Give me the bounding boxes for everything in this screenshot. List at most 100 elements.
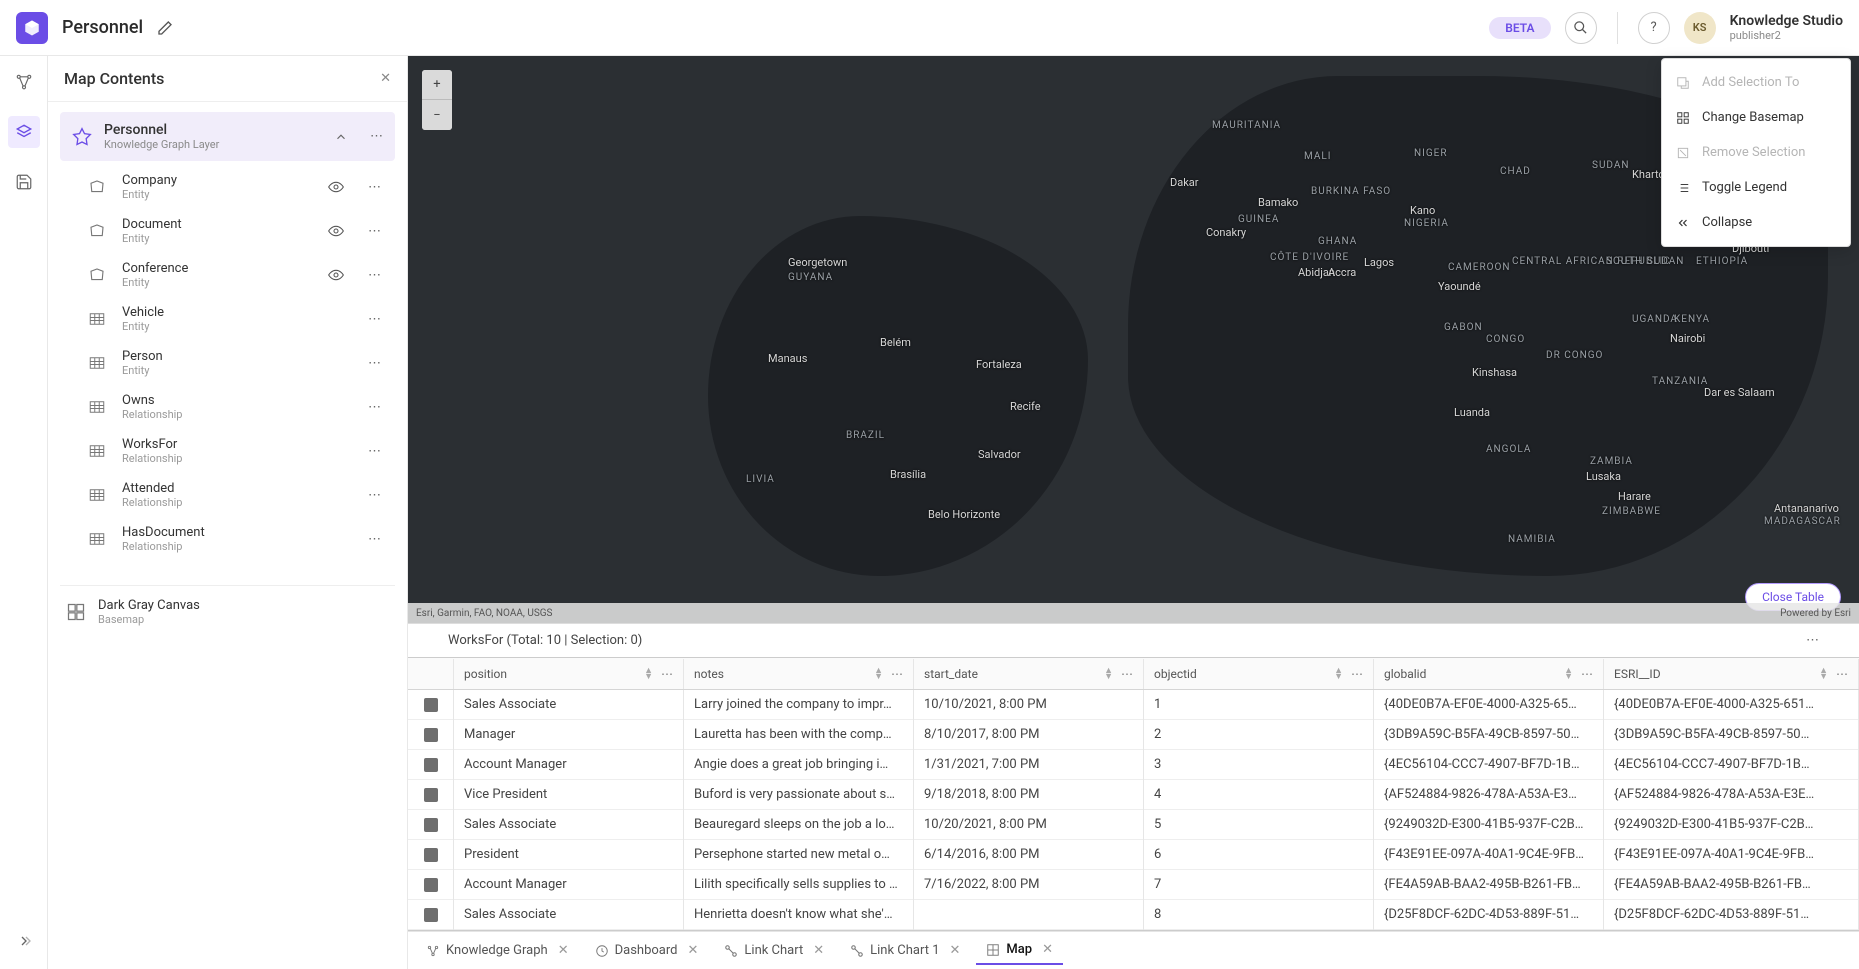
table-row[interactable]: Sales AssociateLarry joined the company … [408, 690, 1859, 720]
panel-close-icon[interactable]: ✕ [380, 71, 391, 86]
layer-item[interactable]: AttendedRelationship⋯ [60, 473, 395, 517]
tab-close-icon[interactable]: ✕ [688, 943, 699, 958]
map-canvas[interactable]: + − Close Table Esri, Garmin, FAO, NOAA,… [408, 56, 1859, 623]
visibility-icon[interactable] [328, 223, 344, 239]
layer-item[interactable]: CompanyEntity⋯ [60, 165, 395, 209]
user-info: Knowledge Studio publisher2 [1730, 13, 1843, 43]
layer-item-more-icon[interactable]: ⋯ [368, 444, 381, 459]
sort-icon[interactable]: ▲▼ [1819, 668, 1828, 680]
rail-graph-icon[interactable] [8, 66, 40, 98]
row-checkbox[interactable] [408, 810, 454, 840]
table-row[interactable]: PresidentPersephone started new metal o…… [408, 840, 1859, 870]
tab[interactable]: Map✕ [976, 936, 1063, 965]
row-checkbox[interactable] [408, 690, 454, 720]
tab-close-icon[interactable]: ✕ [950, 943, 961, 958]
table-row[interactable]: ManagerLauretta has been with the comp…8… [408, 720, 1859, 750]
column-more-icon[interactable]: ⋯ [1836, 667, 1848, 681]
map-country-label: ETHIOPIA [1696, 256, 1748, 267]
visibility-icon[interactable] [328, 267, 344, 283]
zoom-in-button[interactable]: + [422, 70, 452, 100]
row-checkbox[interactable] [408, 750, 454, 780]
row-checkbox[interactable] [408, 780, 454, 810]
column-header[interactable]: position▲▼⋯ [454, 659, 684, 689]
layer-item-more-icon[interactable]: ⋯ [368, 180, 381, 195]
layer-item-more-icon[interactable]: ⋯ [368, 356, 381, 371]
layer-item[interactable]: HasDocumentRelationship⋯ [60, 517, 395, 561]
tab[interactable]: Link Chart 1✕ [840, 937, 970, 964]
sort-icon[interactable]: ▲▼ [1334, 668, 1343, 680]
cell-esri-id: {AF524884-9826-478A-A53A-E3E… [1604, 780, 1859, 810]
map-city-label: Antananarivo [1774, 502, 1839, 515]
layer-item[interactable]: ConferenceEntity⋯ [60, 253, 395, 297]
layer-item-more-icon[interactable]: ⋯ [368, 224, 381, 239]
row-checkbox[interactable] [408, 870, 454, 900]
column-more-icon[interactable]: ⋯ [1121, 667, 1133, 681]
layer-more-icon[interactable]: ⋯ [370, 129, 383, 144]
context-menu-icon [1676, 76, 1692, 90]
attribution-left: Esri, Garmin, FAO, NOAA, USGS [416, 608, 553, 619]
column-more-icon[interactable]: ⋯ [1351, 667, 1363, 681]
map-contents-panel: Map Contents ✕ Personnel Knowledge Graph… [48, 56, 408, 969]
tab[interactable]: Dashboard✕ [585, 937, 709, 964]
column-header[interactable]: start_date▲▼⋯ [914, 659, 1144, 689]
layer-item[interactable]: DocumentEntity⋯ [60, 209, 395, 253]
layer-item-more-icon[interactable]: ⋯ [368, 312, 381, 327]
tab-close-icon[interactable]: ✕ [813, 943, 824, 958]
attribute-table: position▲▼⋯notes▲▼⋯start_date▲▼⋯objectid… [408, 657, 1859, 931]
map-country-label: GUYANA [788, 272, 833, 283]
column-name: objectid [1154, 667, 1197, 681]
layer-item[interactable]: VehicleEntity⋯ [60, 297, 395, 341]
table-row[interactable]: Vice PresidentBuford is very passionate … [408, 780, 1859, 810]
layer-item[interactable]: WorksForRelationship⋯ [60, 429, 395, 473]
column-header[interactable]: globalid▲▼⋯ [1374, 659, 1604, 689]
table-row[interactable]: Sales AssociateBeauregard sleeps on the … [408, 810, 1859, 840]
row-checkbox[interactable] [408, 840, 454, 870]
sort-icon[interactable]: ▲▼ [1564, 668, 1573, 680]
layer-item-name: HasDocument [122, 525, 205, 540]
search-button[interactable] [1565, 12, 1597, 44]
column-more-icon[interactable]: ⋯ [1581, 667, 1593, 681]
map-city-label: Dar es Salaam [1704, 386, 1775, 399]
context-menu-item[interactable]: Toggle Legend [1662, 170, 1850, 205]
user-avatar[interactable]: KS [1684, 12, 1716, 44]
column-more-icon[interactable]: ⋯ [661, 667, 673, 681]
sort-icon[interactable]: ▲▼ [1104, 668, 1113, 680]
sort-icon[interactable]: ▲▼ [644, 668, 653, 680]
context-menu-item[interactable]: Collapse [1662, 205, 1850, 240]
tab-close-icon[interactable]: ✕ [558, 943, 569, 958]
column-header[interactable]: objectid ▲▼ ⋯ [1144, 659, 1374, 689]
table-row[interactable]: Account ManagerLilith specifically sells… [408, 870, 1859, 900]
column-header[interactable]: notes▲▼⋯ [684, 659, 914, 689]
basemap-item[interactable]: Dark Gray Canvas Basemap [60, 585, 395, 626]
column-header[interactable]: ESRI__ID▲▼⋯ [1604, 659, 1859, 689]
layer-header[interactable]: Personnel Knowledge Graph Layer ⋯ [60, 112, 395, 161]
map-country-label: BRAZIL [846, 430, 885, 441]
layer-item-more-icon[interactable]: ⋯ [368, 488, 381, 503]
layer-item-more-icon[interactable]: ⋯ [368, 400, 381, 415]
layer-item-more-icon[interactable]: ⋯ [368, 532, 381, 547]
layer-item[interactable]: PersonEntity⋯ [60, 341, 395, 385]
table-row[interactable]: Sales AssociateHenrietta doesn't know wh… [408, 900, 1859, 930]
row-checkbox[interactable] [408, 720, 454, 750]
table-row[interactable]: Account ManagerAngie does a great job br… [408, 750, 1859, 780]
tab[interactable]: Knowledge Graph✕ [416, 937, 579, 964]
edit-title-icon[interactable] [157, 20, 173, 36]
sort-icon[interactable]: ▲▼ [874, 668, 883, 680]
tab-close-icon[interactable]: ✕ [1042, 942, 1053, 957]
column-more-icon[interactable]: ⋯ [891, 667, 903, 681]
context-menu-item[interactable]: Change Basemap [1662, 100, 1850, 135]
layer-item-more-icon[interactable]: ⋯ [368, 268, 381, 283]
row-checkbox[interactable] [408, 900, 454, 930]
help-button[interactable]: ? [1638, 12, 1670, 44]
layer-item-name: WorksFor [122, 437, 182, 452]
layer-collapse-icon[interactable] [334, 130, 348, 144]
rail-save-icon[interactable] [8, 166, 40, 198]
table-summary-more-icon[interactable]: ⋯ [1806, 633, 1819, 648]
zoom-out-button[interactable]: − [422, 100, 452, 130]
cell-notes: Beauregard sleeps on the job a lo… [684, 810, 914, 840]
rail-expand-icon[interactable] [8, 925, 40, 957]
rail-layers-icon[interactable] [8, 116, 40, 148]
layer-item[interactable]: OwnsRelationship⋯ [60, 385, 395, 429]
visibility-icon[interactable] [328, 179, 344, 195]
tab[interactable]: Link Chart✕ [714, 937, 834, 964]
